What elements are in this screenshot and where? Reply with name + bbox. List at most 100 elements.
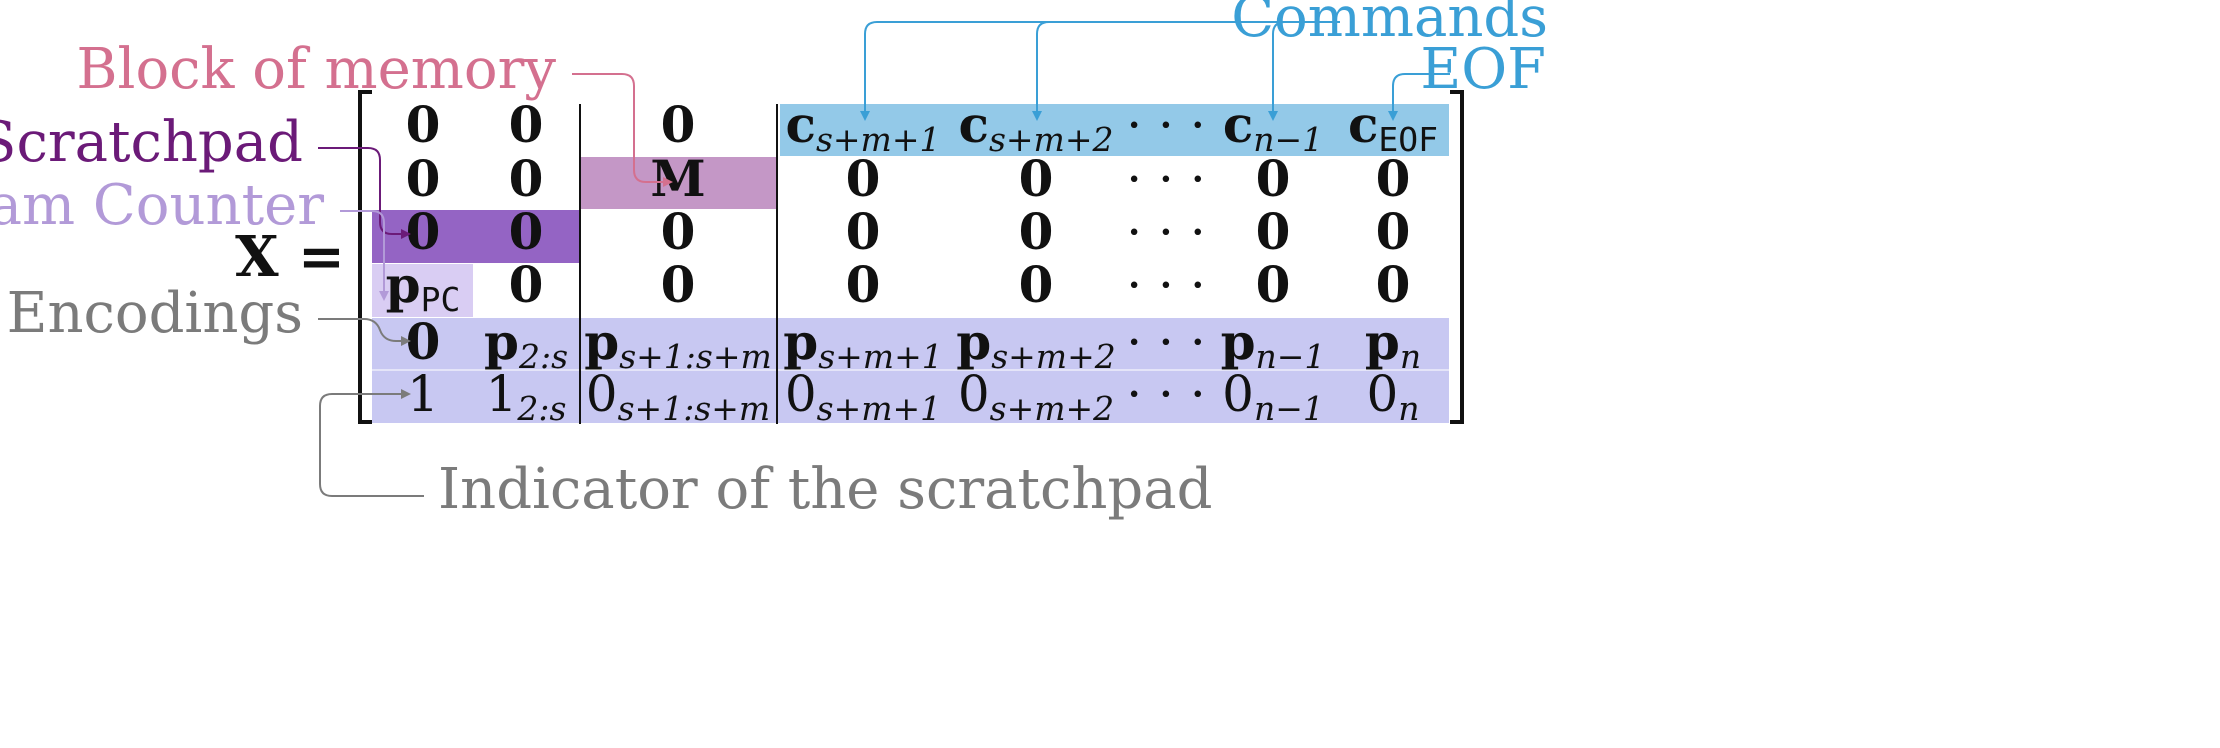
matrix-cell: pn <box>1365 312 1421 376</box>
matrix-cell-subscript: s+m+1 <box>818 337 943 376</box>
matrix-cell-subscript: n−1 <box>1253 120 1323 159</box>
matrix-cell-subscript: EOF <box>1378 120 1438 159</box>
matrix-cell: 0 <box>509 95 544 154</box>
commands-label: Commands <box>1231 0 1548 50</box>
matrix-brackets <box>358 90 1464 424</box>
matrix-cell: cn−1 <box>1223 95 1323 159</box>
matrix-cell-subscript: n−1 <box>1256 337 1326 376</box>
indicator-arrow <box>319 389 424 497</box>
matrix-cell-base: 0 <box>509 149 544 208</box>
matrix-cell-subscript: s+1:s+m <box>618 389 771 428</box>
matrix-cell-base: c <box>959 95 989 154</box>
indicator-label: Indicator of the scratchpad <box>438 457 1213 522</box>
eof-label: EOF <box>1420 37 1546 102</box>
matrix-cell-base: 0 <box>406 149 441 208</box>
matrix-cell-base: 0 <box>846 202 881 261</box>
matrix-cell-subscript: s+m+2 <box>989 120 1114 159</box>
memory-block <box>580 157 777 209</box>
matrix-cell-base: p <box>783 312 818 371</box>
matrix-cell: cEOF <box>1348 95 1438 159</box>
matrix-cell-subscript: n−1 <box>1254 389 1324 428</box>
matrix-cell-base: p <box>386 255 421 314</box>
matrix-cell: 0 <box>1019 255 1054 314</box>
matrix-cell-subscript: s+m+2 <box>991 337 1116 376</box>
matrix-cell-base: 0 <box>509 95 544 154</box>
matrix-cell: 0 <box>661 202 696 261</box>
matrix-cell: · · · <box>1126 313 1205 371</box>
matrix-cell: 0 <box>1256 255 1291 314</box>
matrix-cell-base: · · · <box>1126 150 1205 208</box>
matrix-cell: p2:s <box>484 312 568 376</box>
matrix-cell-base: 0 <box>661 202 696 261</box>
commands-block <box>780 104 1449 156</box>
matrix-cell: ps+1:s+m <box>584 312 772 376</box>
matrix-cell-base: 0 <box>1019 255 1054 314</box>
annotation-labels: Commands EOF Block of memory Scratchpad … <box>0 0 1548 522</box>
matrix-cell: 0 <box>509 149 544 208</box>
matrix-cell-base: 0 <box>1366 365 1398 423</box>
matrix-cell-base: p <box>584 312 619 371</box>
matrix-cell-base: 0 <box>846 149 881 208</box>
matrix-cell-base: c <box>786 95 816 154</box>
matrix-cell-base: 1 <box>407 365 439 423</box>
matrix-cell-base: 0 <box>1019 202 1054 261</box>
matrix-cell: ps+m+1 <box>783 312 943 376</box>
matrix-cell-base: · · · <box>1126 203 1205 261</box>
column-dividers <box>579 104 778 424</box>
encodings-label: Encodings <box>7 281 303 346</box>
matrix-cell: 0 <box>1019 149 1054 208</box>
matrix-cell: 0 <box>406 202 441 261</box>
matrix-cell-base: 0 <box>509 202 544 261</box>
matrix-cell: cs+m+1 <box>786 95 941 159</box>
matrix-cell: 0s+1:s+m <box>586 365 770 428</box>
matrix-cell: 0s+m+1 <box>785 365 941 428</box>
scratchpad-arrow <box>318 147 411 239</box>
matrix-cell-base: 0 <box>1376 255 1411 314</box>
matrix-cell: 0 <box>406 149 441 208</box>
matrix-cell: · · · <box>1126 203 1205 261</box>
matrix-cell: 0 <box>1256 149 1291 208</box>
matrix-cell-base: 0 <box>1376 149 1411 208</box>
eof-arrow <box>1388 73 1450 121</box>
matrix-cell: 0 <box>1019 202 1054 261</box>
matrix-cell: 1 <box>407 365 439 423</box>
matrix-cell-base: 0 <box>406 202 441 261</box>
matrix-cell: 0n−1 <box>1222 365 1324 428</box>
matrix-cell-base: c <box>1348 95 1378 154</box>
matrix-cell-base: 0 <box>661 255 696 314</box>
matrix-cell-subscript: PC <box>421 280 461 319</box>
matrix-cell-base: 0 <box>958 365 990 423</box>
program-counter-block <box>372 264 473 317</box>
matrix-cell: 0 <box>1256 202 1291 261</box>
matrix-cell-subscript: s+1:s+m <box>619 337 772 376</box>
matrix-cell: 0 <box>846 255 881 314</box>
matrix-cell: 0 <box>661 255 696 314</box>
matrix-cell-subscript: s+m+1 <box>817 389 942 428</box>
matrix-cell-subscript: s+m+1 <box>816 120 941 159</box>
matrix-cell: M <box>650 149 705 208</box>
matrix-cell-base: 0 <box>785 365 817 423</box>
matrix-cell: 0 <box>1376 202 1411 261</box>
matrix-cell-base: 0 <box>1222 365 1254 423</box>
program-counter-arrow <box>340 210 389 301</box>
program-counter-label: Program Counter <box>0 173 324 238</box>
matrix-cell-base: · · · <box>1126 256 1205 314</box>
matrix-cell-base: 0 <box>661 95 696 154</box>
matrix-cell-subscript: n <box>1398 389 1419 428</box>
matrix-cell: · · · <box>1126 256 1205 314</box>
matrix-cell: ps+m+2 <box>956 312 1116 376</box>
matrix-cell-base: p <box>1365 312 1400 371</box>
matrix-cell: 0 <box>661 95 696 154</box>
matrix-lhs: X = <box>235 224 345 290</box>
matrix-cell: 0 <box>1376 149 1411 208</box>
matrix-cell: 0n <box>1366 365 1419 428</box>
matrix-cell: 0 <box>406 312 441 371</box>
commands-arrow-trunk <box>860 21 1340 121</box>
scratchpad-label: Scratchpad <box>0 110 303 175</box>
matrix-cell: 0 <box>509 202 544 261</box>
matrix-cell-base: · · · <box>1126 313 1205 371</box>
matrix-cell-base: 0 <box>406 312 441 371</box>
matrix-cell-base: M <box>650 149 705 208</box>
